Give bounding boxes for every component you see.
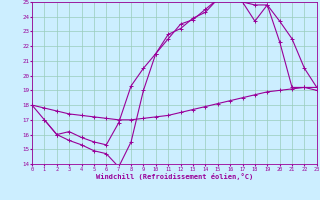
X-axis label: Windchill (Refroidissement éolien,°C): Windchill (Refroidissement éolien,°C) bbox=[96, 173, 253, 180]
